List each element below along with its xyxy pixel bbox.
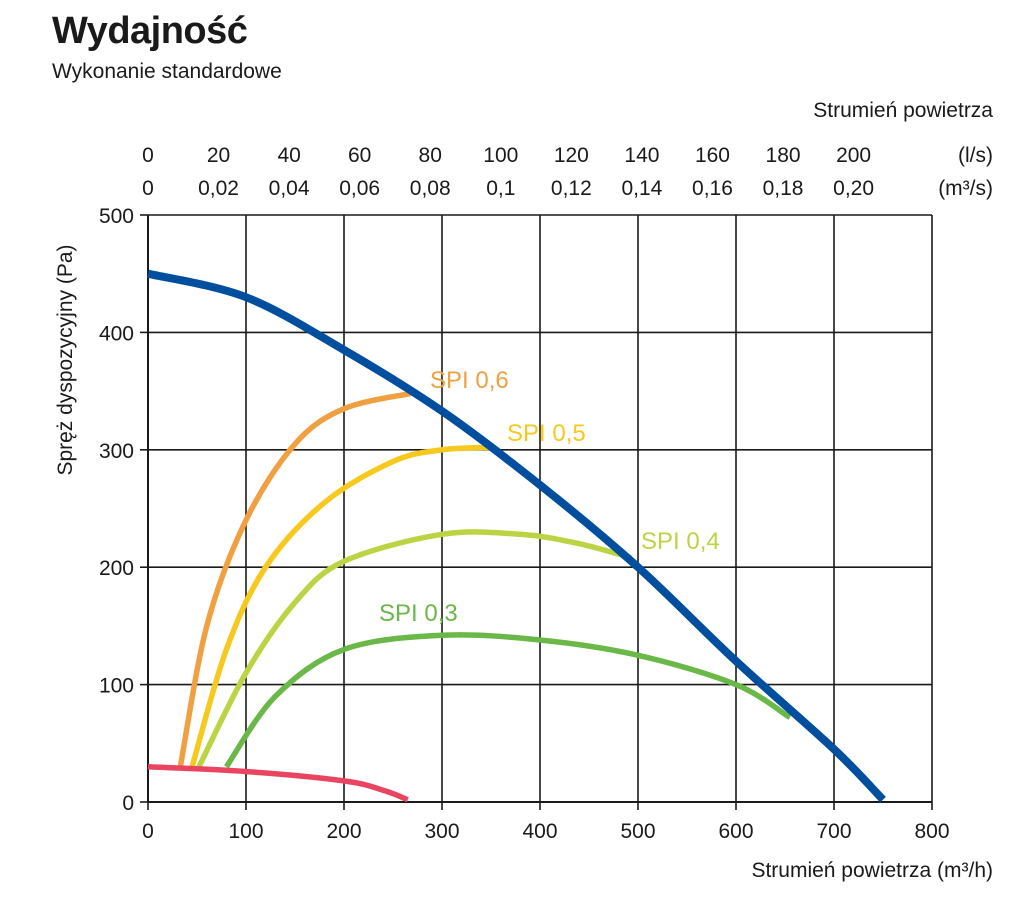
top-ls-tick-160: 160: [695, 144, 730, 167]
top-ls-tick-200: 200: [836, 144, 871, 167]
top-ls-tick-0: 0: [142, 144, 154, 167]
y-tick-label-200: 200: [99, 557, 134, 580]
series-label-SPI-0-6: SPI 0,6: [430, 367, 509, 394]
top-axis-m3s-unit: (m³/s): [938, 177, 993, 200]
series-label-SPI-0-3: SPI 0,3: [379, 600, 458, 627]
axes: 0 100 200 300 400 500 600 700 800010020030040050…: [99, 144, 950, 843]
series-line-1: [189, 444, 492, 768]
series-line-5: [147, 764, 409, 803]
page-title: Wydajność: [52, 10, 248, 52]
top-ls-tick-180: 180: [766, 144, 801, 167]
x-tick-label-800: 800: [914, 820, 949, 843]
top-ls-tick-80: 80: [419, 144, 442, 167]
x-tick-label-500: 500: [620, 820, 655, 843]
grid-lines: [148, 214, 933, 802]
top-axis-ls-unit: (l/s): [958, 144, 993, 167]
series-label-SPI-0-4: SPI 0,4: [641, 528, 720, 555]
x-tick-label-200: 200: [326, 820, 361, 843]
top-m3s-tick-0,12: 0,12: [551, 177, 592, 200]
top-m3s-tick-0,08: 0,08: [410, 177, 451, 200]
series-labels: SPI 0,6 SPI 0,5 SPI 0,4 SPI 0,3: [379, 367, 720, 627]
x-tick-label-300: 300: [424, 820, 459, 843]
series-lines: [147, 269, 886, 803]
y-tick-label-300: 300: [99, 440, 134, 463]
x-tick-label-0: 0: [142, 820, 154, 843]
top-m3s-tick-0,14: 0,14: [621, 177, 662, 200]
y-axis-label: Spręż dyspozycyjny (Pa): [54, 244, 77, 475]
top-ls-tick-100: 100: [483, 144, 518, 167]
top-ls-tick-40: 40: [277, 144, 300, 167]
top-m3s-tick-0,20: 0,20: [833, 177, 874, 200]
series-line-2: [196, 529, 632, 769]
top-m3s-tick-0,1: 0,1: [486, 177, 515, 200]
x-axis-label: Strumień powietrza (m³/h): [751, 859, 993, 882]
x-tick-label-400: 400: [522, 820, 557, 843]
top-m3s-tick-0,02: 0,02: [198, 177, 239, 200]
top-ls-tick-20: 20: [207, 144, 230, 167]
series-line-0: [177, 390, 412, 768]
series-label-SPI-0-5: SPI 0,5: [507, 420, 586, 447]
series-line-4: [147, 269, 886, 803]
top-m3s-tick-0,06: 0,06: [339, 177, 380, 200]
top-m3s-tick-0: 0: [142, 177, 154, 200]
top-ls-tick-140: 140: [624, 144, 659, 167]
top-m3s-tick-0,04: 0,04: [269, 177, 310, 200]
top-m3s-tick-0,16: 0,16: [692, 177, 733, 200]
y-tick-label-0: 0: [122, 792, 134, 815]
series-line-3: [224, 632, 792, 769]
y-tick-label-400: 400: [99, 322, 134, 345]
top-ls-tick-120: 120: [554, 144, 589, 167]
y-tick-label-500: 500: [99, 205, 134, 228]
y-tick-label-100: 100: [99, 675, 134, 698]
x-tick-label-600: 600: [718, 820, 753, 843]
top-m3s-tick-0,18: 0,18: [763, 177, 804, 200]
x-tick-label-700: 700: [816, 820, 851, 843]
x-tick-label-100: 100: [228, 820, 263, 843]
page-subtitle: Wykonanie standardowe: [52, 60, 282, 83]
top-axis-title: Strumień powietrza: [813, 99, 993, 122]
top-ls-tick-60: 60: [348, 144, 371, 167]
